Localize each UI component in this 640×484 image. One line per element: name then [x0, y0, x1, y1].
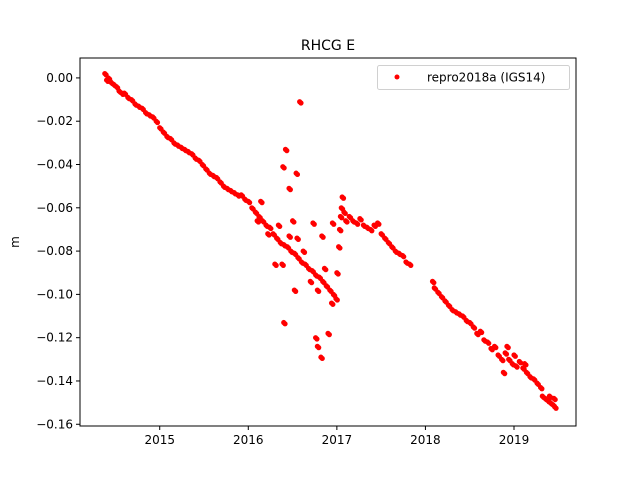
data-point: [293, 288, 299, 294]
data-point: [331, 221, 337, 227]
y-tick-label: −0.10: [36, 287, 73, 301]
data-point: [518, 360, 524, 366]
data-point: [431, 280, 437, 286]
data-point: [284, 148, 290, 154]
x-tick-label: 2017: [322, 433, 353, 447]
plot-frame: [79, 57, 577, 427]
data-point: [502, 371, 508, 377]
data-point: [339, 215, 345, 221]
data-point: [355, 221, 361, 227]
data-point: [291, 219, 297, 225]
x-tick-label: 2015: [144, 433, 175, 447]
data-point: [287, 234, 293, 240]
y-tick-label: −0.04: [36, 158, 73, 172]
y-tick-label: −0.12: [36, 331, 73, 345]
data-point: [273, 262, 279, 268]
y-tick-label: −0.14: [36, 374, 73, 388]
data-point: [553, 405, 559, 411]
data-point: [376, 221, 382, 227]
data-point: [342, 210, 348, 217]
data-point: [255, 219, 262, 225]
chart-title: RHCG E: [301, 38, 355, 54]
data-point: [154, 119, 161, 126]
data-point: [334, 297, 340, 303]
data-point: [330, 301, 336, 307]
data-point: [503, 351, 510, 357]
data-point: [287, 187, 293, 193]
data-point: [401, 254, 407, 260]
data-point: [505, 345, 511, 351]
legend-frame: [377, 65, 570, 90]
y-tick-label: −0.02: [36, 114, 73, 128]
data-point: [539, 386, 545, 392]
y-tick-label: 0.00: [46, 71, 73, 85]
x-axis: 2015 2016 2017 2018 2019: [144, 426, 529, 447]
y-tick-label: −0.16: [36, 417, 73, 431]
data-point: [316, 288, 322, 294]
data-point: [344, 219, 350, 225]
data-point: [316, 345, 322, 351]
data-point: [323, 267, 329, 273]
x-tick-label: 2016: [233, 433, 264, 447]
data-point: [319, 355, 325, 362]
data-point: [523, 362, 529, 368]
data-point: [309, 280, 315, 286]
data-point: [294, 171, 301, 178]
data-point: [512, 353, 518, 359]
legend: repro2018a (IGS14): [377, 65, 570, 90]
data-point: [369, 228, 375, 234]
data-point: [514, 364, 520, 370]
data-point: [277, 223, 283, 230]
legend-label: repro2018a (IGS14): [427, 71, 545, 85]
data-point: [247, 200, 253, 206]
y-tick-label: −0.06: [36, 201, 73, 215]
data-point: [340, 195, 347, 201]
data-point: [479, 329, 485, 336]
data-point: [335, 271, 341, 277]
data-point: [486, 340, 492, 346]
data-point: [281, 165, 287, 171]
data-point: [552, 396, 558, 403]
data-point: [358, 217, 364, 223]
data-point: [298, 100, 304, 106]
data-point: [471, 325, 478, 331]
data-point: [338, 228, 344, 234]
data-point: [282, 321, 288, 327]
data-point: [311, 221, 317, 227]
data-point: [280, 262, 286, 268]
data-point: [408, 262, 414, 268]
data-points: [102, 70, 559, 411]
data-point: [493, 345, 499, 351]
data-point: [266, 232, 272, 238]
data-point: [337, 245, 343, 251]
legend-marker: [394, 74, 400, 80]
y-tick-label: −0.08: [36, 244, 73, 258]
data-point: [268, 225, 274, 232]
data-point: [295, 236, 301, 243]
data-point: [326, 332, 332, 338]
x-tick-label: 2018: [410, 433, 441, 447]
data-point: [314, 336, 320, 342]
data-point: [320, 234, 326, 240]
data-point: [259, 200, 265, 206]
y-axis-label: m: [8, 236, 22, 248]
data-point: [500, 358, 506, 364]
y-axis: 0.00 −0.02 −0.04 −0.06 −0.08 −0.10 −0.12 −0.14 −…: [36, 71, 80, 431]
data-point: [301, 249, 308, 255]
x-tick-label: 2019: [499, 433, 530, 447]
